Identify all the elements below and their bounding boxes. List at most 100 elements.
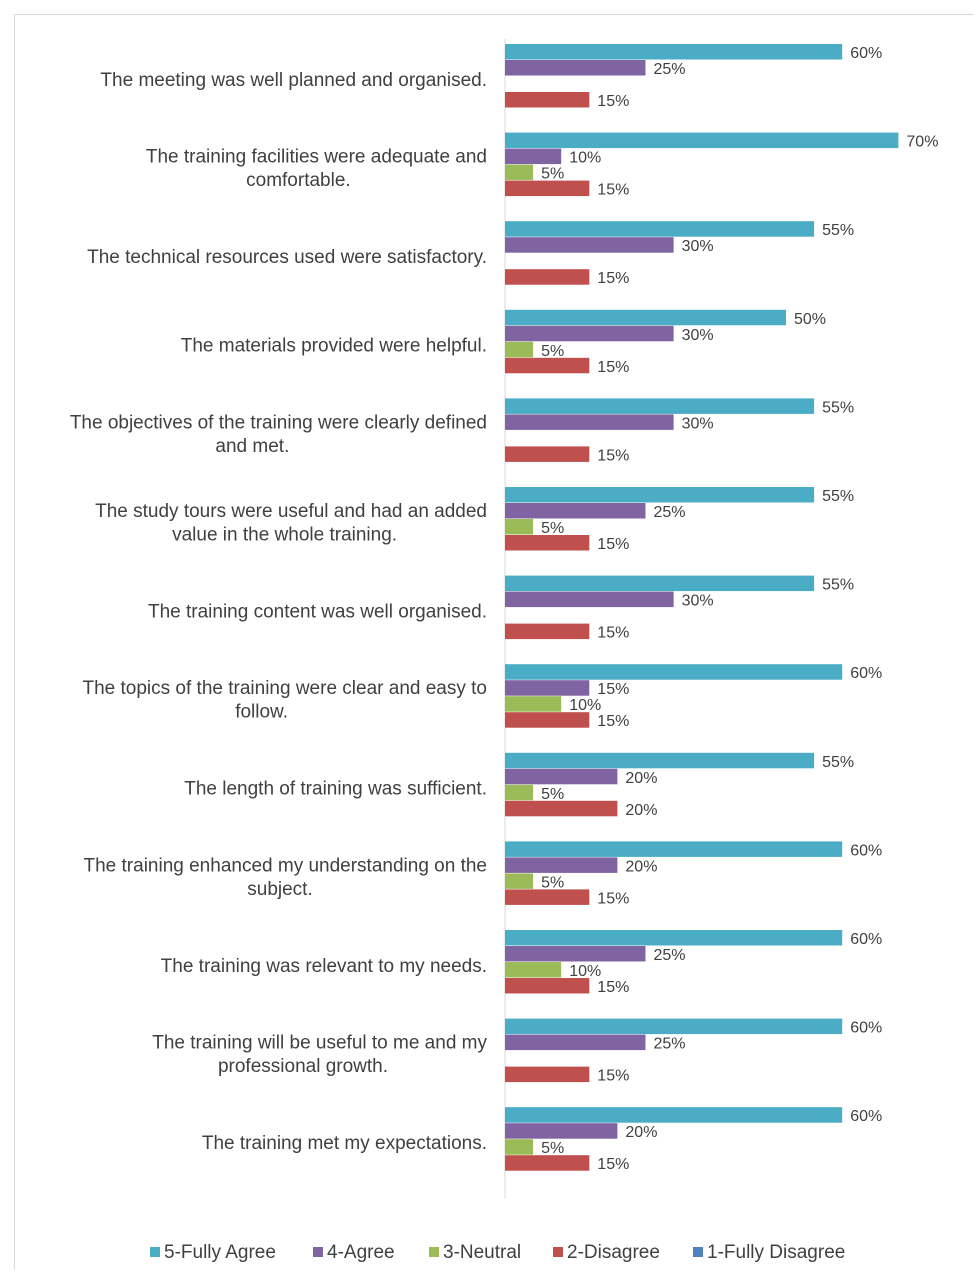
data-label: 25% (654, 1036, 686, 1053)
data-label: 60% (850, 842, 882, 859)
bar (505, 325, 674, 342)
data-label: 30% (682, 327, 714, 344)
legend-swatch (693, 1247, 703, 1257)
data-label: 15% (597, 359, 629, 376)
data-label: 15% (597, 713, 629, 730)
data-label: 15% (597, 890, 629, 907)
category-label: The meeting was well planned and organis… (100, 70, 487, 91)
category-label: The study tours were useful and had an a… (95, 501, 487, 522)
chart-frame (14, 14, 974, 1270)
data-label: 30% (682, 238, 714, 255)
data-label: 60% (850, 1020, 882, 1037)
category-label: subject. (247, 879, 312, 900)
bar (505, 237, 674, 253)
category-label: and met. (215, 436, 289, 457)
bar (505, 132, 899, 149)
legend-entry: 5-Fully Agree (164, 1242, 276, 1263)
data-label: 25% (654, 504, 686, 521)
data-label: 5% (541, 520, 564, 537)
data-label: 60% (850, 931, 882, 948)
data-label: 55% (822, 222, 854, 239)
legend-entry: 4-Agree (327, 1242, 395, 1263)
bar (505, 841, 843, 857)
bar (505, 535, 590, 551)
data-label: 5% (541, 343, 564, 360)
data-label: 60% (850, 665, 882, 682)
bar (505, 446, 590, 462)
data-label: 55% (822, 488, 854, 505)
bar (505, 221, 815, 237)
category-label: The topics of the training were clear an… (82, 678, 487, 699)
bar (505, 889, 590, 905)
bar (505, 60, 646, 76)
bar (505, 341, 534, 358)
bar (505, 591, 674, 608)
bar (505, 664, 843, 680)
bar (505, 164, 534, 181)
data-label: 30% (682, 593, 714, 610)
category-label: The training content was well organised. (148, 601, 487, 622)
data-label: 25% (654, 947, 686, 964)
category-label: The length of training was sufficient. (184, 779, 487, 800)
legend-swatch (429, 1247, 439, 1257)
bar (505, 768, 618, 785)
bar (505, 946, 646, 962)
bar (505, 180, 590, 197)
bar (505, 1107, 843, 1123)
bar (505, 623, 590, 640)
bar (505, 1123, 618, 1139)
bar (505, 873, 534, 889)
bar (505, 752, 815, 769)
data-label: 60% (850, 1108, 882, 1125)
data-label: 20% (625, 802, 657, 819)
data-label: 15% (597, 1068, 629, 1085)
bar (505, 978, 590, 994)
data-label: 55% (822, 754, 854, 771)
bar (505, 1034, 646, 1051)
data-label: 70% (906, 134, 938, 151)
category-label: The objectives of the training were clea… (70, 412, 487, 433)
bar (505, 503, 646, 519)
data-label: 5% (541, 874, 564, 891)
bar (505, 1155, 590, 1171)
data-label: 5% (541, 1140, 564, 1157)
bar (505, 148, 562, 165)
data-label: 20% (625, 770, 657, 787)
category-label: follow. (235, 702, 288, 723)
data-label: 25% (654, 61, 686, 78)
bar (505, 414, 674, 430)
legend-entry: 3-Neutral (443, 1242, 521, 1263)
bar (505, 519, 534, 535)
data-label: 15% (597, 447, 629, 464)
data-label: 20% (625, 858, 657, 875)
category-label: The training met my expectations. (202, 1133, 487, 1154)
legend-swatch (150, 1247, 160, 1257)
bar (505, 784, 534, 801)
category-label: The training enhanced my understanding o… (84, 855, 488, 876)
bar (505, 680, 590, 696)
category-label: value in the whole training. (172, 525, 397, 546)
bar (505, 1066, 590, 1083)
data-label: 55% (822, 577, 854, 594)
data-label: 50% (794, 311, 826, 328)
bar (505, 962, 562, 978)
data-label: 15% (597, 93, 629, 110)
legend-entry: 1-Fully Disagree (707, 1242, 845, 1263)
category-label: The training was relevant to my needs. (161, 956, 487, 977)
data-label: 60% (850, 45, 882, 62)
data-label: 15% (597, 182, 629, 199)
category-label: The materials provided were helpful. (181, 336, 487, 357)
legend-swatch (313, 1247, 323, 1257)
data-label: 15% (597, 681, 629, 698)
data-label: 15% (597, 625, 629, 642)
category-label: The training will be useful to me and my (152, 1033, 487, 1054)
category-label: The training facilities were adequate an… (146, 147, 487, 168)
data-label: 20% (625, 1124, 657, 1141)
bar (505, 1018, 843, 1035)
bar (505, 398, 815, 414)
legend-swatch (553, 1247, 563, 1257)
bar (505, 44, 843, 60)
category-label: comfortable. (246, 170, 351, 191)
bar (505, 712, 590, 728)
